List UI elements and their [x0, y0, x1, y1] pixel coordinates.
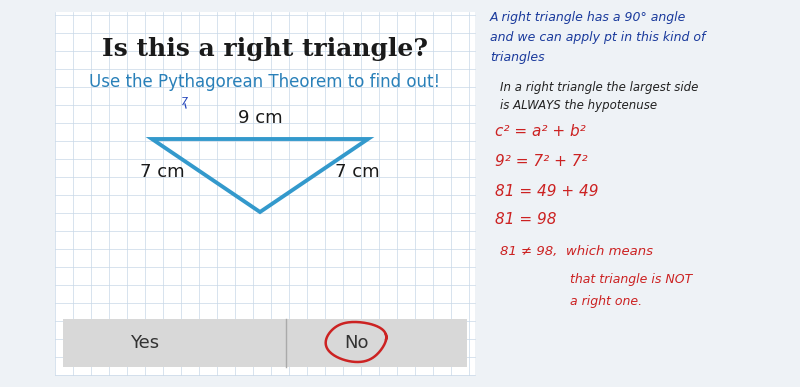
Text: In a right triangle the largest side: In a right triangle the largest side	[500, 80, 698, 94]
Text: 7: 7	[182, 97, 189, 107]
Text: A right triangle has a 90° angle: A right triangle has a 90° angle	[490, 10, 686, 24]
FancyBboxPatch shape	[63, 319, 467, 367]
Text: No: No	[344, 334, 368, 352]
Text: triangles: triangles	[490, 50, 545, 63]
Text: 9 cm: 9 cm	[238, 109, 282, 127]
Text: 9² = 7² + 7²: 9² = 7² + 7²	[495, 154, 588, 170]
Text: c² = a² + b²: c² = a² + b²	[495, 125, 586, 139]
Text: that triangle is NOT: that triangle is NOT	[570, 272, 692, 286]
Text: 7 cm: 7 cm	[140, 163, 185, 181]
Text: 81 = 49 + 49: 81 = 49 + 49	[495, 183, 598, 199]
Text: Yes: Yes	[130, 334, 159, 352]
FancyBboxPatch shape	[55, 12, 475, 375]
Text: and we can apply pt in this kind of: and we can apply pt in this kind of	[490, 31, 706, 43]
Text: Is this a right triangle?: Is this a right triangle?	[102, 37, 428, 61]
Text: is ALWAYS the hypotenuse: is ALWAYS the hypotenuse	[500, 99, 657, 111]
Text: 81 = 98: 81 = 98	[495, 212, 557, 226]
Text: a right one.: a right one.	[570, 296, 642, 308]
Text: Use the Pythagorean Theorem to find out!: Use the Pythagorean Theorem to find out!	[90, 73, 441, 91]
Text: 7 cm: 7 cm	[335, 163, 380, 181]
Text: 81 ≠ 98,  which means: 81 ≠ 98, which means	[500, 245, 653, 259]
